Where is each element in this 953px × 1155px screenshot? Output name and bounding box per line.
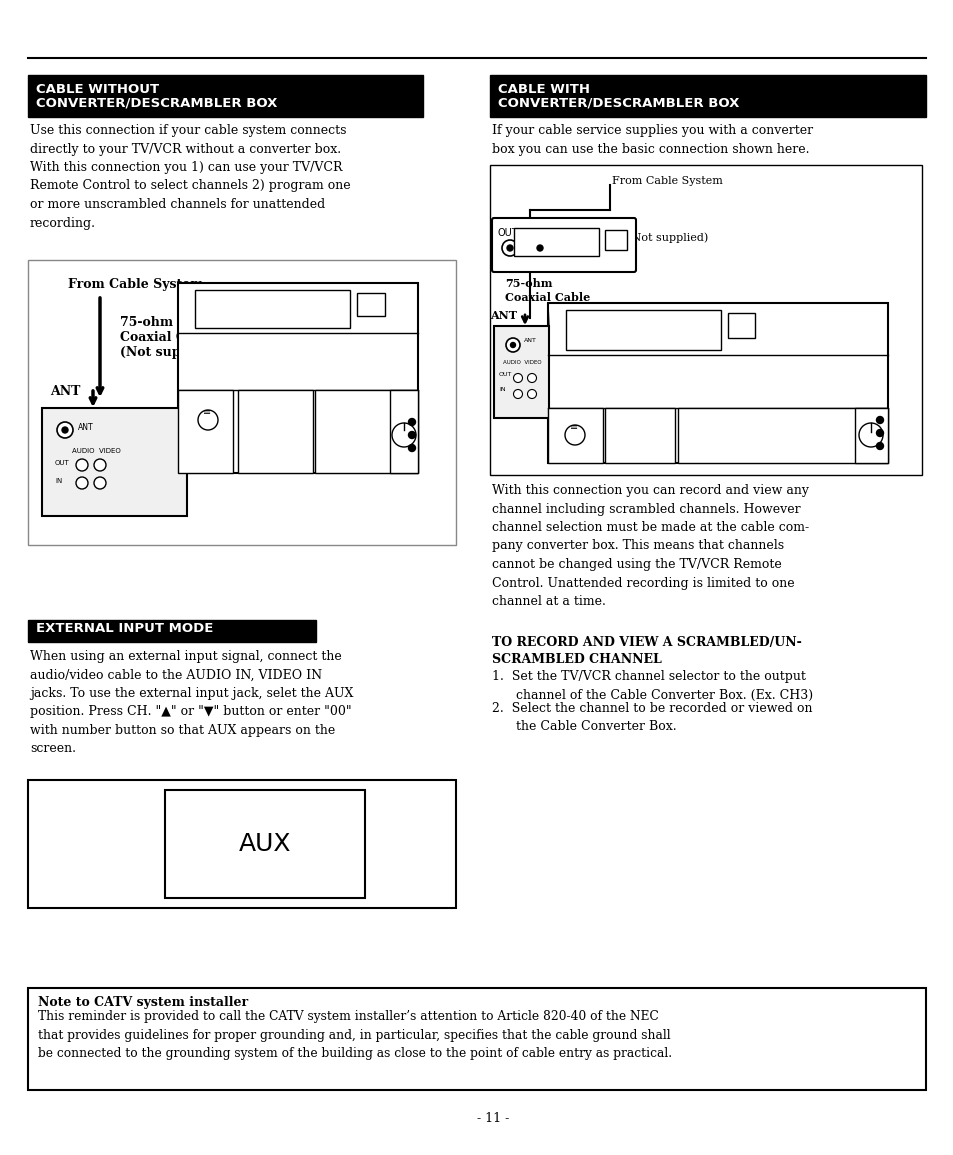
Text: CONVERTER/DESCRAMBLER BOX: CONVERTER/DESCRAMBLER BOX	[497, 97, 739, 110]
Text: CABLE WITH: CABLE WITH	[497, 83, 589, 96]
Bar	[678, 408, 887, 463]
Bar	[604, 408, 675, 463]
Circle shape	[527, 389, 536, 398]
Bar	[28, 780, 456, 908]
Text: When using an external input signal, connect the
audio/video cable to the AUDIO : When using an external input signal, con…	[30, 650, 353, 755]
Text: From Cable System: From Cable System	[68, 278, 203, 291]
Circle shape	[537, 245, 542, 251]
Text: 1.  Set the TV/VCR channel selector to the output
      channel of the Cable Con: 1. Set the TV/VCR channel selector to th…	[492, 670, 812, 701]
Text: 2.  Select the channel to be recorded or viewed on
      the Cable Converter Box: 2. Select the channel to be recorded or …	[492, 702, 812, 733]
Bar	[565, 310, 720, 350]
Circle shape	[62, 427, 68, 433]
Text: AUX: AUX	[238, 832, 291, 856]
Bar	[547, 303, 887, 463]
Text: 75-ohm: 75-ohm	[120, 316, 172, 329]
Text: OUT: OUT	[498, 372, 512, 377]
Circle shape	[94, 477, 106, 489]
Circle shape	[527, 373, 536, 382]
Text: ANT: ANT	[523, 338, 537, 343]
Bar	[604, 230, 626, 249]
Text: OUT: OUT	[55, 460, 70, 465]
Bar	[194, 290, 350, 328]
Circle shape	[57, 422, 73, 438]
Text: - 11 -: - 11 -	[476, 1112, 509, 1125]
Text: ≡: ≡	[203, 407, 211, 417]
Text: EXTERNAL INPUT MODE: EXTERNAL INPUT MODE	[36, 623, 213, 635]
Bar	[494, 326, 548, 418]
Text: AUDIO  VIDEO: AUDIO VIDEO	[71, 448, 121, 454]
Circle shape	[505, 338, 519, 352]
Text: With this connection you can record and view any
channel including scrambled cha: With this connection you can record and …	[492, 484, 808, 608]
Text: ANT: ANT	[78, 423, 93, 432]
Circle shape	[501, 240, 517, 256]
FancyBboxPatch shape	[492, 218, 636, 271]
Bar	[356, 293, 385, 316]
Text: CONVERTER/DESCRAMBLER BOX: CONVERTER/DESCRAMBLER BOX	[36, 97, 277, 110]
Circle shape	[408, 445, 416, 452]
Bar	[547, 408, 602, 463]
Circle shape	[513, 373, 522, 382]
Text: Coaxial Cable: Coaxial Cable	[120, 331, 215, 344]
Bar	[178, 283, 417, 474]
Circle shape	[506, 245, 513, 251]
Circle shape	[876, 430, 882, 437]
Bar	[390, 390, 417, 474]
Circle shape	[76, 459, 88, 471]
Text: OUT: OUT	[497, 228, 518, 238]
Circle shape	[510, 343, 515, 348]
Bar	[237, 390, 313, 474]
Text: ANT: ANT	[50, 385, 80, 398]
Bar	[28, 988, 925, 1090]
Bar	[42, 408, 187, 516]
Bar	[490, 75, 925, 117]
Text: 75-ohm: 75-ohm	[504, 278, 552, 289]
Circle shape	[408, 432, 416, 439]
Bar	[727, 313, 754, 338]
Bar	[178, 390, 233, 474]
Text: ANT: ANT	[490, 310, 517, 321]
Text: Note to CATV system installer: Note to CATV system installer	[38, 996, 248, 1009]
Circle shape	[408, 418, 416, 425]
Text: ≡: ≡	[569, 422, 578, 432]
Text: Coaxial Cable: Coaxial Cable	[504, 292, 590, 303]
Bar	[314, 390, 417, 474]
Circle shape	[94, 459, 106, 471]
Bar	[28, 620, 315, 642]
Bar	[514, 228, 598, 256]
Text: CABLE WITHOUT: CABLE WITHOUT	[36, 83, 159, 96]
Text: (Not supplied): (Not supplied)	[120, 346, 221, 359]
Text: TO RECORD AND VIEW A SCRAMBLED/UN-
SCRAMBLED CHANNEL: TO RECORD AND VIEW A SCRAMBLED/UN- SCRAM…	[492, 636, 801, 666]
Text: IN: IN	[55, 478, 62, 484]
Text: Use this connection if your cable system connects
directly to your TV/VCR withou: Use this connection if your cable system…	[30, 124, 351, 230]
Circle shape	[876, 442, 882, 449]
Circle shape	[876, 417, 882, 424]
Bar	[490, 165, 921, 475]
Circle shape	[76, 477, 88, 489]
Text: This reminder is provided to call the CATV system installer’s attention to Artic: This reminder is provided to call the CA…	[38, 1009, 672, 1060]
Text: If your cable service supplies you with a converter
box you can use the basic co: If your cable service supplies you with …	[492, 124, 812, 156]
Bar	[28, 260, 456, 545]
Text: From Cable System: From Cable System	[612, 176, 722, 186]
Circle shape	[532, 240, 547, 256]
Text: AUDIO  VIDEO: AUDIO VIDEO	[502, 360, 541, 365]
Text: CATV Box (Not supplied): CATV Box (Not supplied)	[567, 232, 707, 243]
Text: IN: IN	[534, 228, 543, 238]
Bar	[854, 408, 887, 463]
Text: IN: IN	[498, 387, 505, 392]
Bar	[165, 790, 365, 897]
Circle shape	[513, 389, 522, 398]
Bar	[28, 75, 422, 117]
